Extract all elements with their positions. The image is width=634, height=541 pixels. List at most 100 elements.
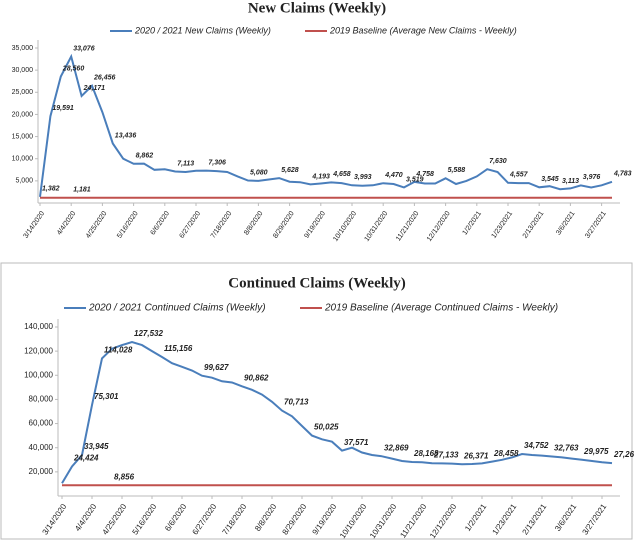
data-label: 4,557 — [509, 172, 529, 179]
data-label: 8,862 — [136, 153, 154, 160]
data-label: 24,171 — [83, 85, 106, 92]
data-label: 34,752 — [524, 441, 549, 450]
y-tick-label: 30,000 — [12, 67, 34, 74]
x-tick-label: 6/27/2020 — [179, 210, 203, 240]
data-label: 27,133 — [433, 450, 459, 459]
x-tick-label: 3/27/2021 — [581, 502, 609, 537]
x-tick-label: 3/6/2021 — [555, 210, 576, 236]
data-label: 70,713 — [284, 398, 309, 407]
x-tick-label: 10/10/2020 — [338, 502, 369, 540]
y-tick-label: 25,000 — [12, 89, 34, 96]
x-tick-label: 6/27/2020 — [191, 502, 219, 537]
data-label: 28,560 — [62, 65, 85, 72]
y-tick-label: 15,000 — [12, 133, 34, 140]
data-label: 7,113 — [177, 160, 194, 167]
x-tick-label: 10/31/2020 — [368, 502, 399, 540]
data-label: 4,193 — [311, 173, 330, 180]
y-tick-label: 140,000 — [24, 322, 53, 331]
x-tick-label: 5/16/2020 — [131, 502, 159, 537]
data-label: 4,783 — [613, 171, 632, 178]
legend-label: 2020 / 2021 New Claims (Weekly) — [134, 25, 271, 35]
data-label: 4,470 — [384, 172, 403, 179]
data-label: 5,080 — [250, 169, 268, 176]
x-tick-label: 10/31/2020 — [364, 210, 390, 243]
x-tick-label: 7/18/2020 — [210, 210, 234, 240]
data-label: 90,862 — [244, 373, 269, 382]
chart-title: New Claims (Weekly) — [248, 0, 386, 16]
data-label: 33,945 — [84, 442, 109, 451]
x-tick-label: 3/14/2020 — [23, 210, 47, 240]
x-tick-label: 3/14/2020 — [41, 502, 69, 537]
y-tick-label: 10,000 — [12, 156, 34, 163]
y-tick-label: 20,000 — [29, 467, 54, 476]
data-label: 114,028 — [104, 345, 133, 354]
data-label: 24,424 — [73, 454, 99, 463]
chart-title: Continued Claims (Weekly) — [228, 275, 406, 291]
y-tick-label: 20,000 — [12, 111, 34, 118]
data-label: 13,436 — [115, 132, 137, 139]
x-tick-label: 1/2/2021 — [463, 502, 489, 533]
data-label: 8,856 — [114, 472, 135, 481]
data-label: 27,261 — [613, 450, 634, 459]
x-tick-label: 5/16/2020 — [116, 210, 140, 240]
x-tick-label: 2/13/2021 — [522, 210, 546, 240]
data-label: 3,545 — [541, 176, 559, 183]
data-label: 50,025 — [314, 423, 339, 432]
data-label: 99,627 — [204, 363, 229, 372]
data-label: 4,658 — [332, 171, 351, 178]
data-label: 115,156 — [164, 344, 193, 353]
x-tick-label: 4/4/2020 — [56, 210, 77, 236]
x-tick-label: 9/19/2020 — [311, 502, 339, 537]
legend-label: 2020 / 2021 Continued Claims (Weekly) — [88, 303, 266, 314]
x-tick-label: 11/21/2020 — [398, 502, 428, 540]
x-tick-label: 8/8/2020 — [253, 502, 279, 533]
y-tick-label: 35,000 — [12, 45, 34, 52]
x-tick-label: 12/12/2020 — [426, 210, 452, 243]
data-label: 3,113 — [562, 178, 579, 185]
data-label: 4,758 — [415, 171, 434, 178]
x-tick-label: 8/29/2020 — [272, 210, 296, 240]
data-label: 3,519 — [406, 176, 424, 183]
data-label: 26,371 — [463, 451, 489, 460]
data-label: 75,301 — [94, 392, 119, 401]
data-label: 3,993 — [354, 174, 372, 181]
chart-frame — [0, 262, 633, 540]
x-tick-label: 8/8/2020 — [243, 210, 264, 236]
x-tick-label: 6/6/2020 — [150, 210, 171, 236]
y-tick-label: 40,000 — [29, 443, 54, 452]
x-tick-label: 9/19/2020 — [303, 210, 327, 240]
x-tick-label: 2/13/2021 — [521, 502, 549, 537]
x-tick-label: 4/25/2020 — [101, 502, 129, 537]
data-label: 127,532 — [134, 329, 163, 338]
data-label: 26,456 — [93, 75, 116, 82]
y-tick-label: 120,000 — [24, 346, 53, 355]
x-tick-label: 1/23/2021 — [491, 502, 519, 537]
data-label: 28,168 — [413, 449, 439, 458]
data-label: 32,869 — [384, 443, 409, 452]
data-label: 32,763 — [554, 444, 579, 453]
y-tick-label: 80,000 — [29, 395, 54, 404]
x-tick-label: 1/23/2021 — [491, 210, 515, 240]
data-label: 37,571 — [344, 438, 369, 447]
x-tick-label: 3/6/2021 — [553, 502, 579, 533]
legend-label: 2019 Baseline (Average New Claims - Week… — [329, 25, 517, 35]
y-tick-label: 5,000 — [15, 178, 33, 185]
data-label: 7,306 — [208, 159, 226, 166]
data-label: 5,628 — [281, 167, 299, 174]
x-tick-label: 1/2/2021 — [462, 210, 483, 236]
series-line — [39, 53, 613, 198]
x-tick-label: 12/12/2020 — [428, 502, 459, 540]
legend-label: 2019 Baseline (Average Continued Claims … — [324, 303, 558, 314]
x-tick-label: 8/29/2020 — [281, 502, 309, 537]
data-label: 19,591 — [52, 105, 74, 112]
y-tick-label: 60,000 — [29, 419, 54, 428]
data-label: 7,630 — [489, 158, 507, 165]
x-tick-label: 3/27/2021 — [584, 210, 608, 240]
data-label: 29,975 — [583, 447, 609, 456]
data-label: 33,076 — [73, 45, 95, 52]
x-tick-label: 11/21/2020 — [395, 210, 421, 242]
data-label: 1,382 — [42, 186, 60, 193]
data-label: 3,976 — [583, 174, 601, 181]
data-label: 1,181 — [73, 187, 91, 194]
